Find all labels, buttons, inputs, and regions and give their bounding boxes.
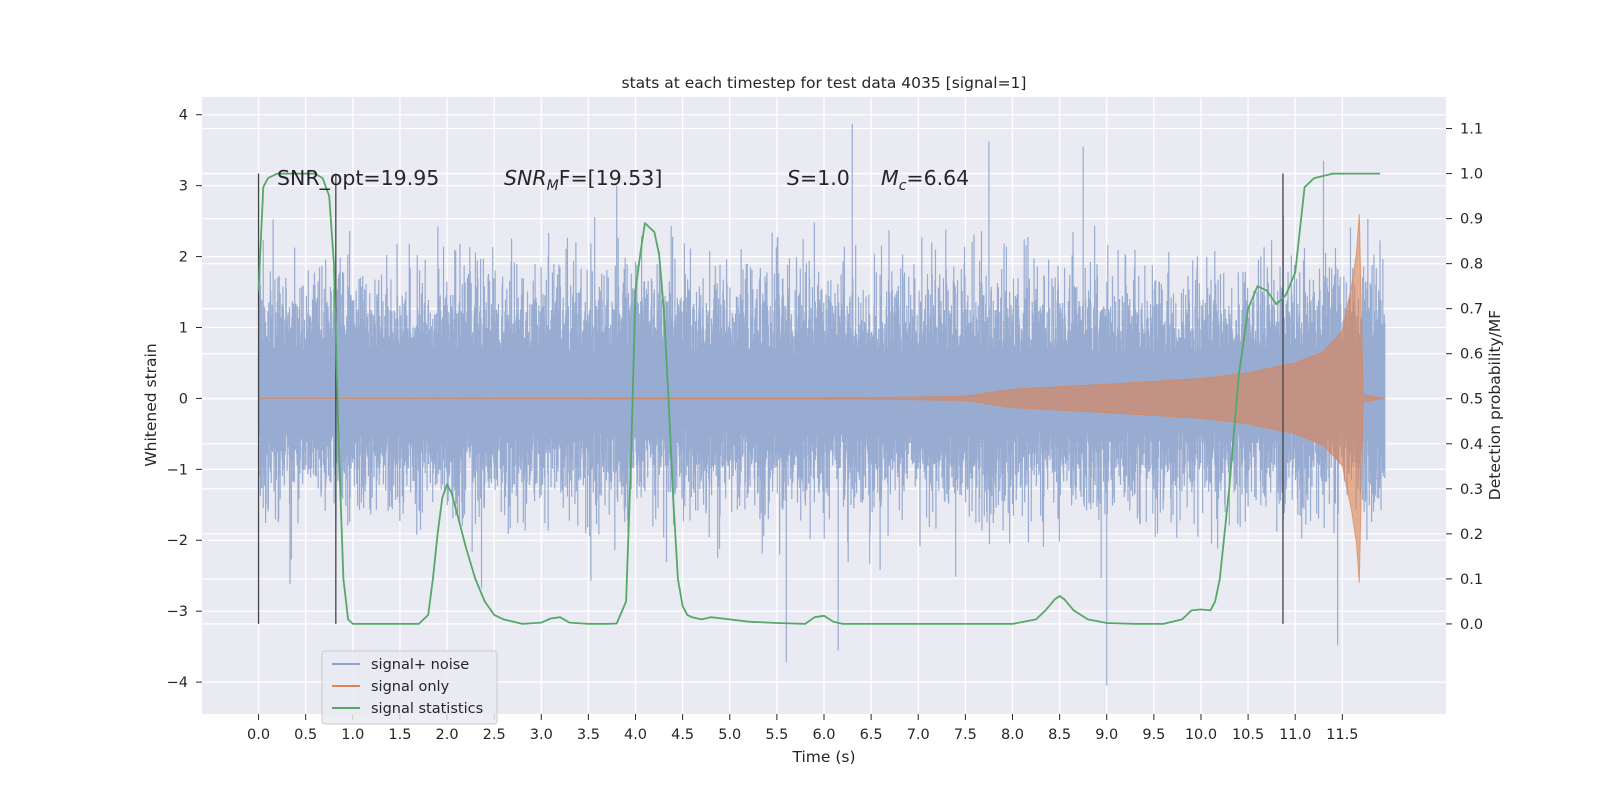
x-tick-label: 8.5 xyxy=(1048,727,1071,743)
x-tick-label: 10.0 xyxy=(1185,727,1217,743)
left-y-axis-ticks: 4 3 2 1 0 −1 −2 −3 −4 xyxy=(167,108,202,691)
x-tick-label: 0.0 xyxy=(247,727,270,743)
x-tick-label: 3.0 xyxy=(530,727,553,743)
mc-annotation: Mc=6.64 xyxy=(881,166,969,194)
mc-variable: M xyxy=(881,166,899,190)
right-y-tick-label: 0.2 xyxy=(1460,527,1483,543)
x-tick-label: 11.5 xyxy=(1326,727,1358,743)
right-y-tick-label: 0.1 xyxy=(1460,572,1483,588)
x-tick-label: 11.0 xyxy=(1279,727,1311,743)
right-y-tick-label: 0.7 xyxy=(1460,302,1483,318)
x-tick-label: 1.0 xyxy=(341,727,364,743)
snr-opt-annotation: SNR_opt=19.95 xyxy=(277,166,439,191)
x-tick-label: 1.5 xyxy=(388,727,411,743)
x-tick-label: 3.5 xyxy=(577,727,600,743)
s-value: =1.0 xyxy=(800,166,850,190)
legend-label-signal-only: signal only xyxy=(371,679,450,695)
x-tick-label: 6.0 xyxy=(812,727,835,743)
right-y-tick-label: 0.3 xyxy=(1460,482,1483,498)
x-axis-label: Time (s) xyxy=(791,748,855,766)
right-y-tick-label: 1.0 xyxy=(1460,167,1483,183)
signal-statistics-trace xyxy=(257,172,1380,625)
chart-title: stats at each timestep for test data 403… xyxy=(622,74,1027,92)
right-y-tick-label: 0.5 xyxy=(1460,392,1483,408)
left-y-tick-label: −3 xyxy=(167,604,188,620)
x-tick-label: 0.5 xyxy=(294,727,317,743)
vertical-markers xyxy=(257,173,1284,624)
left-y-tick-label: −2 xyxy=(167,533,188,549)
legend-label-signal-plus-noise: signal+ noise xyxy=(371,657,469,673)
left-y-tick-label: 2 xyxy=(179,250,188,266)
left-y-tick-label: −4 xyxy=(167,675,188,691)
x-tick-label: 4.5 xyxy=(671,727,694,743)
mc-subscript: c xyxy=(899,178,907,194)
right-y-tick-label: 0.0 xyxy=(1460,617,1483,633)
left-y-tick-label: 0 xyxy=(179,391,188,407)
s-annotation: S=1.0 xyxy=(787,166,850,190)
snr-mf-annotation: SNRMF=[19.53] xyxy=(504,166,662,194)
x-tick-label: 4.0 xyxy=(624,727,647,743)
left-y-tick-label: −1 xyxy=(167,462,188,478)
snr-mf-value: F=[19.53] xyxy=(559,166,663,190)
x-tick-label: 7.5 xyxy=(954,727,977,743)
right-y-axis-label: Detection probability/MF xyxy=(1486,310,1504,501)
legend-box xyxy=(321,650,498,725)
left-y-tick-label: 1 xyxy=(179,320,188,336)
left-y-axis-label: Whitened strain xyxy=(142,343,160,466)
left-y-tick-label: 3 xyxy=(179,179,188,195)
signal-only-trace xyxy=(258,213,1385,583)
x-tick-label: 8.0 xyxy=(1001,727,1024,743)
right-y-tick-label: 0.8 xyxy=(1460,257,1483,273)
x-axis-ticks: 0.0 0.5 1.0 1.5 2.0 2.5 3.0 3.5 4.0 4.5 5.0 5.5 6.0 6… xyxy=(247,714,1358,743)
signal-only-series xyxy=(258,213,1385,583)
right-y-tick-label: 0.4 xyxy=(1460,437,1483,453)
right-y-axis-ticks: 1.1 1.0 0.9 0.8 0.7 0.6 0.5 0.4 0.3 0.2 0.1 0.0 xyxy=(1446,122,1483,633)
x-tick-label: 5.5 xyxy=(765,727,788,743)
left-y-tick-label: 4 xyxy=(179,108,188,124)
legend: signal+ noise signal only signal statist… xyxy=(321,650,498,725)
snr-mf-variable: SNR xyxy=(504,166,547,190)
x-tick-label: 5.0 xyxy=(718,727,741,743)
x-tick-label: 2.0 xyxy=(435,727,458,743)
mc-value: =6.64 xyxy=(906,166,969,190)
s-variable: S xyxy=(787,166,800,190)
right-y-tick-label: 0.9 xyxy=(1460,212,1483,228)
right-y-tick-label: 1.1 xyxy=(1460,122,1483,138)
snr-mf-subscript: M xyxy=(547,178,559,194)
x-tick-label: 10.5 xyxy=(1232,727,1264,743)
x-tick-label: 9.5 xyxy=(1142,727,1165,743)
x-tick-label: 2.5 xyxy=(483,727,506,743)
x-tick-label: 6.5 xyxy=(860,727,883,743)
signal-statistics-series xyxy=(257,172,1380,625)
x-tick-label: 7.0 xyxy=(907,727,930,743)
legend-label-signal-statistics: signal statistics xyxy=(371,701,483,717)
x-tick-label: 9.0 xyxy=(1095,727,1118,743)
right-y-tick-label: 0.6 xyxy=(1460,347,1483,363)
